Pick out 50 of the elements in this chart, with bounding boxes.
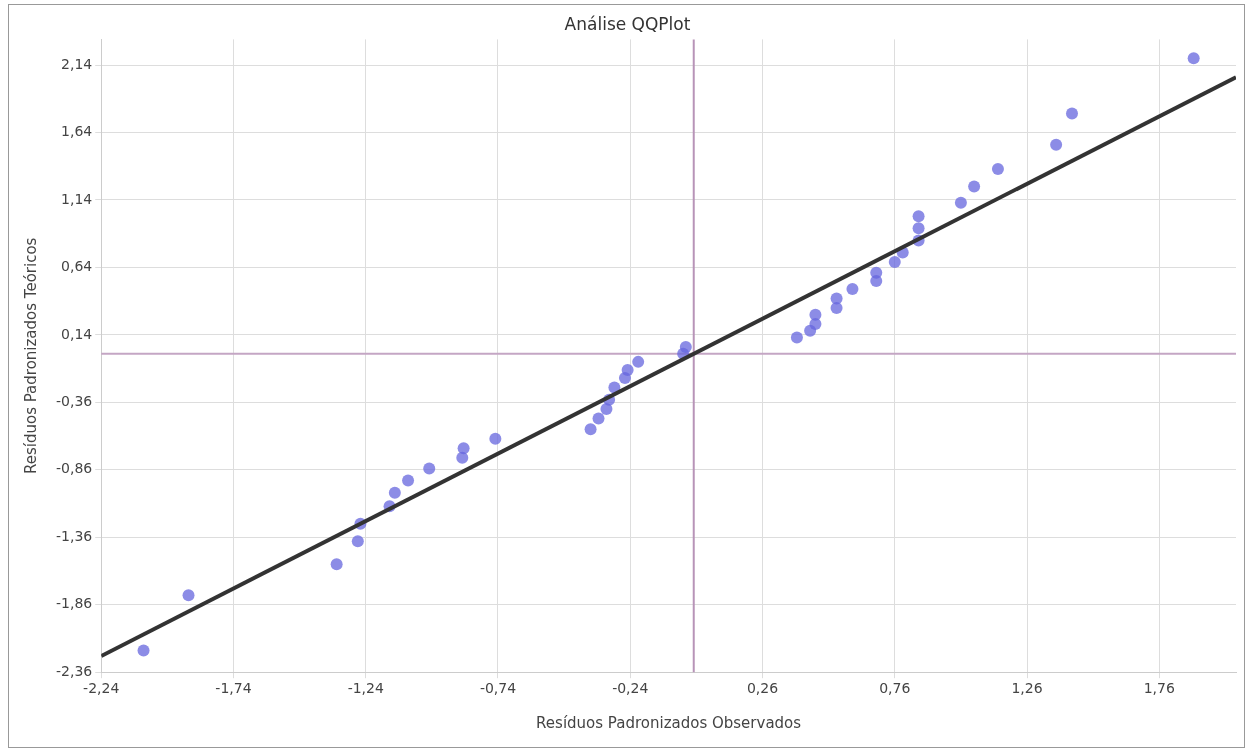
point — [621, 363, 634, 376]
point — [592, 412, 605, 425]
point — [912, 210, 925, 223]
point — [632, 355, 645, 368]
y-tick-label: -1,86 — [55, 595, 93, 612]
point — [846, 283, 859, 296]
point — [1187, 52, 1200, 65]
y-tick-label: -1,36 — [55, 527, 93, 544]
y-tick-label: 2,14 — [61, 55, 93, 72]
x-tick-label: -1,24 — [347, 680, 384, 697]
x-axis-title: Resíduos Padronizados Observados — [536, 713, 802, 732]
point — [830, 292, 843, 305]
chart-title: Análise QQPlot — [564, 13, 691, 34]
x-tick-label: 0,76 — [879, 680, 911, 697]
point — [388, 486, 401, 499]
point — [679, 341, 692, 354]
y-tick-label: -0,36 — [55, 392, 93, 409]
y-tick-label: -2,36 — [55, 662, 93, 679]
y-tick-label: 0,14 — [61, 325, 93, 342]
y-axis-title: Resíduos Padronizados Teóricos — [21, 237, 40, 475]
x-tick-label: -0,74 — [479, 680, 517, 697]
x-tick-label: 1,26 — [1011, 680, 1043, 697]
point — [968, 180, 981, 193]
point — [991, 162, 1004, 175]
point — [870, 266, 883, 279]
point — [351, 535, 364, 548]
point — [888, 256, 901, 269]
point — [182, 589, 195, 602]
x-tick-label: -1,74 — [215, 680, 252, 697]
point — [330, 558, 343, 571]
point — [809, 308, 822, 321]
point — [457, 442, 470, 455]
x-tick-label: -0,24 — [612, 680, 649, 697]
point — [584, 423, 597, 436]
point — [402, 474, 415, 487]
y-tick-label: -0,86 — [55, 460, 93, 477]
point — [790, 331, 803, 344]
y-tick-label: 0,64 — [61, 258, 93, 275]
y-tick-label: 1,14 — [61, 190, 93, 207]
point — [912, 222, 925, 235]
x-tick-label: 0,26 — [746, 680, 779, 697]
y-tick-label: 1,64 — [61, 123, 93, 140]
point — [954, 196, 967, 209]
point — [423, 462, 436, 475]
x-tick-label: -2,24 — [83, 680, 120, 697]
point — [1066, 107, 1078, 120]
point — [137, 644, 150, 657]
x-tick-label: 1,76 — [1143, 680, 1175, 697]
point — [489, 432, 502, 445]
point — [1050, 138, 1063, 151]
